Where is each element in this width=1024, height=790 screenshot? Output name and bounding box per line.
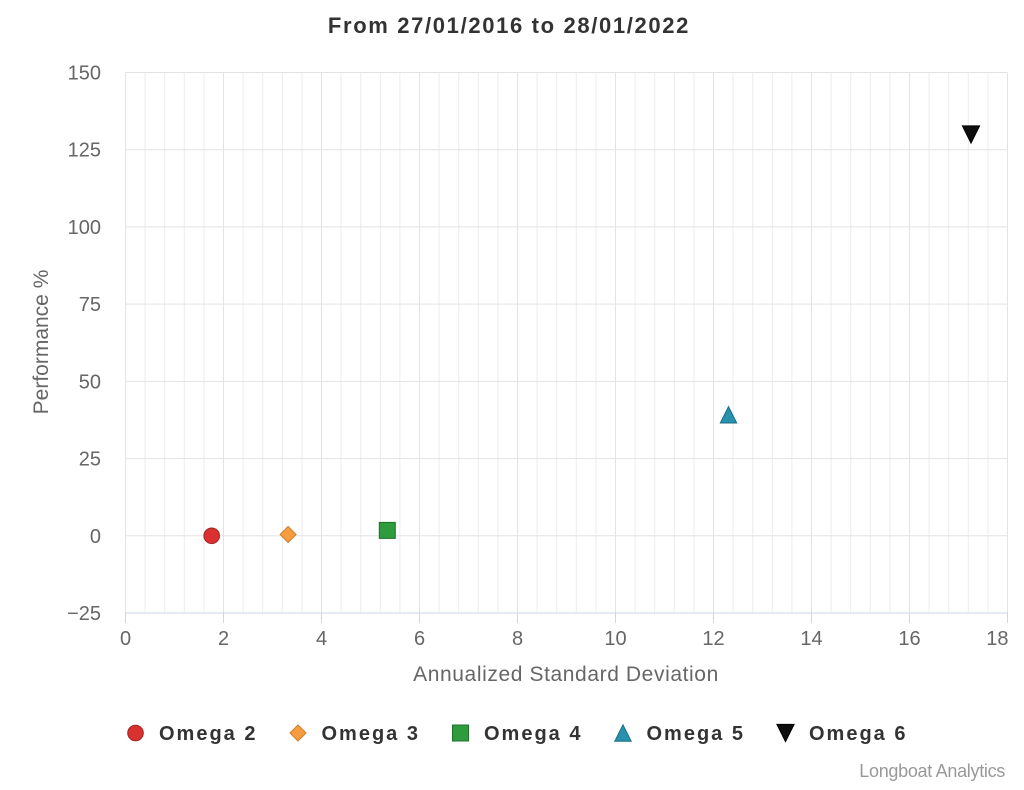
svg-text:2: 2 <box>218 628 229 650</box>
svg-text:10: 10 <box>604 628 626 650</box>
svg-text:18: 18 <box>986 628 1008 650</box>
svg-text:16: 16 <box>898 628 920 650</box>
svg-text:4: 4 <box>316 628 327 650</box>
svg-text:125: 125 <box>68 140 101 162</box>
svg-text:75: 75 <box>79 294 101 316</box>
svg-text:Omega 2: Omega 2 <box>159 723 257 745</box>
svg-text:Omega 5: Omega 5 <box>647 723 745 745</box>
svg-text:14: 14 <box>800 628 822 650</box>
svg-text:25: 25 <box>79 449 101 471</box>
svg-text:8: 8 <box>512 628 523 650</box>
svg-text:Omega 3: Omega 3 <box>322 723 420 745</box>
svg-text:Performance %: Performance % <box>30 270 53 415</box>
svg-text:Omega 6: Omega 6 <box>809 723 907 745</box>
svg-text:From 27/01/2016 to 28/01/2022: From 27/01/2016 to 28/01/2022 <box>328 13 690 38</box>
svg-text:100: 100 <box>68 217 101 239</box>
svg-text:Omega 4: Omega 4 <box>484 723 582 745</box>
svg-text:12: 12 <box>702 628 724 650</box>
svg-text:Longboat Analytics: Longboat Analytics <box>859 761 1005 781</box>
svg-text:−25: −25 <box>67 603 101 625</box>
svg-text:0: 0 <box>90 526 101 548</box>
svg-text:0: 0 <box>120 628 131 650</box>
svg-text:6: 6 <box>414 628 425 650</box>
svg-text:50: 50 <box>79 371 101 393</box>
svg-text:150: 150 <box>68 63 101 85</box>
svg-text:Annualized Standard Deviation: Annualized Standard Deviation <box>413 663 719 686</box>
